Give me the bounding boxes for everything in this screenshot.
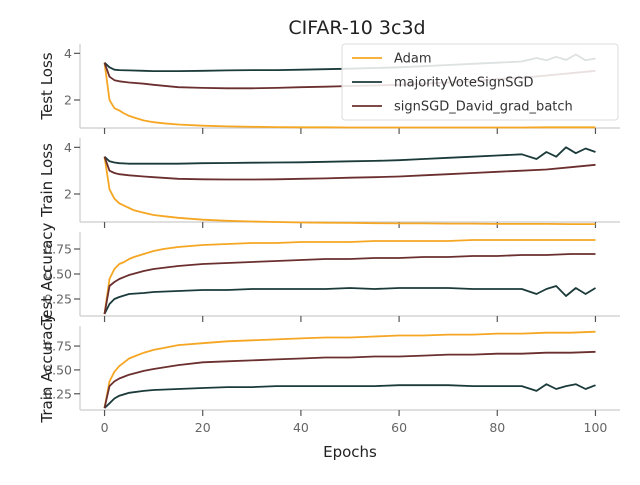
y-axis-label: Test Loss (38, 52, 56, 120)
x-tick-label: 0 (101, 420, 109, 435)
x-tick-label: 40 (293, 420, 309, 435)
series-line-majorityVoteSignSGD (103, 285, 596, 315)
series-line-signSGD_David_grad_batch (103, 253, 596, 315)
y-tick-label: 0.25 (44, 386, 72, 401)
y-axis-label: Train Accuracy (38, 313, 56, 423)
x-tick-label: 80 (489, 420, 505, 435)
y-tick-label: 0.75 (44, 242, 72, 257)
series-line-Adam (103, 62, 596, 129)
y-tick-label: 4 (64, 46, 72, 61)
panel-train-loss: 2 4 Train Loss (38, 138, 620, 228)
series-line-signSGD_David_grad_batch (103, 350, 596, 409)
x-tick-label: 100 (584, 420, 608, 435)
y-axis-label: Test Accuracy (38, 222, 56, 326)
series-line-majorityVoteSignSGD (103, 383, 596, 409)
chart-legend: Adam majorityVoteSignSGD signSGD_David_gra… (341, 43, 619, 121)
legend-box (341, 43, 619, 121)
y-tick-label: 0.25 (44, 292, 72, 307)
y-tick-label: 0.50 (44, 362, 72, 377)
y-tick-label: 2 (64, 93, 72, 108)
legend-label: Adam (394, 52, 432, 67)
chart-title: CIFAR-10 3c3d (288, 17, 425, 39)
y-tick-label: 0.50 (44, 267, 72, 282)
y-tick-label: 4 (64, 140, 72, 155)
series-line-majorityVoteSignSGD (103, 146, 596, 165)
series-line-Adam (103, 156, 596, 226)
y-tick-label: 0.75 (44, 339, 72, 354)
legend-label: signSGD_David_grad_batch (394, 100, 573, 115)
x-tick-label: 60 (391, 420, 407, 435)
panel-train-accuracy: 0.25 0.50 0.75 0 20 40 60 80 100 Train Accuracy (38, 313, 620, 435)
x-tick-label: 20 (195, 420, 211, 435)
y-axis-label: Train Loss (38, 143, 56, 218)
series-line-Adam (103, 239, 596, 315)
series-line-Adam (103, 330, 596, 409)
series-line-signSGD_David_grad_batch (103, 156, 596, 181)
x-axis-label: Epochs (323, 443, 377, 461)
legend-label: majorityVoteSignSGD (394, 76, 534, 91)
y-tick-label: 2 (64, 187, 72, 202)
